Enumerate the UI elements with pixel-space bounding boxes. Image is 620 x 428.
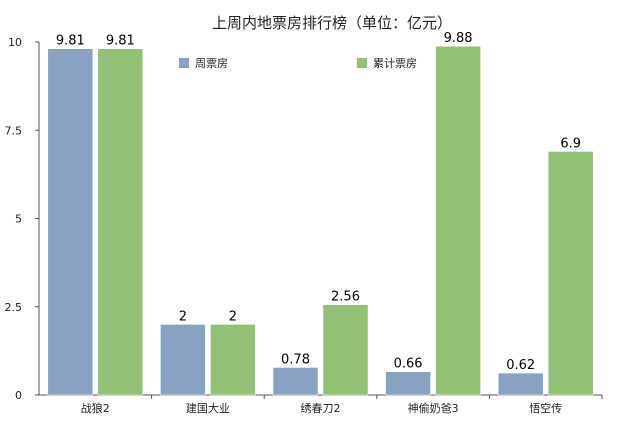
bar-cumulative — [547, 151, 594, 396]
bars — [47, 45, 594, 396]
data-label: 2.56 — [331, 290, 360, 305]
chart-title: 上周内地票房排行榜（单位：亿元） — [212, 14, 452, 32]
legend-swatch — [179, 58, 189, 68]
y-tick-label: 5 — [15, 213, 22, 226]
legend-swatch — [357, 58, 367, 68]
axes: 0 2.5 5 7.5 10 战狼2 建国大业 绣春刀2 神偷奶爸3 悟空传 — [5, 36, 603, 415]
x-tick-label: 神偷奶爸3 — [408, 401, 459, 415]
legend-label: 累计票房 — [373, 57, 417, 70]
x-tick-label: 绣春刀2 — [301, 402, 341, 415]
data-label: 9.81 — [106, 34, 135, 49]
legend-label: 周票房 — [195, 57, 228, 70]
y-tick-label: 7.5 — [5, 124, 23, 137]
bar-weekly — [272, 367, 319, 396]
legend: 周票房 累计票房 — [179, 57, 417, 70]
x-tick-label: 建国大业 — [186, 401, 230, 415]
value-labels: 9.81 9.81 2 2 0.78 2.56 0.66 9.88 0.62 6.9 — [56, 31, 581, 373]
data-label: 6.9 — [560, 136, 581, 151]
bar-weekly — [385, 371, 431, 396]
bar-cumulative — [97, 48, 144, 396]
bar-weekly — [47, 48, 94, 396]
y-tick-label: 10 — [8, 36, 22, 49]
data-label: 0.62 — [506, 358, 535, 373]
bar-cumulative — [435, 45, 481, 396]
data-label: 0.78 — [281, 352, 310, 367]
data-label: 0.66 — [394, 357, 423, 372]
data-label: 9.88 — [444, 31, 473, 46]
data-label: 2 — [229, 309, 237, 324]
y-tick-label: 0 — [15, 389, 22, 402]
x-tick-label: 战狼2 — [81, 401, 110, 415]
bar-weekly — [160, 324, 206, 396]
data-label: 2 — [179, 309, 187, 324]
bar-cumulative — [322, 304, 369, 396]
bar-cumulative — [210, 324, 256, 396]
bar-weekly — [497, 372, 544, 396]
data-label: 9.81 — [56, 34, 85, 49]
x-tick-label: 悟空传 — [529, 401, 562, 415]
y-tick-label: 2.5 — [5, 301, 23, 314]
